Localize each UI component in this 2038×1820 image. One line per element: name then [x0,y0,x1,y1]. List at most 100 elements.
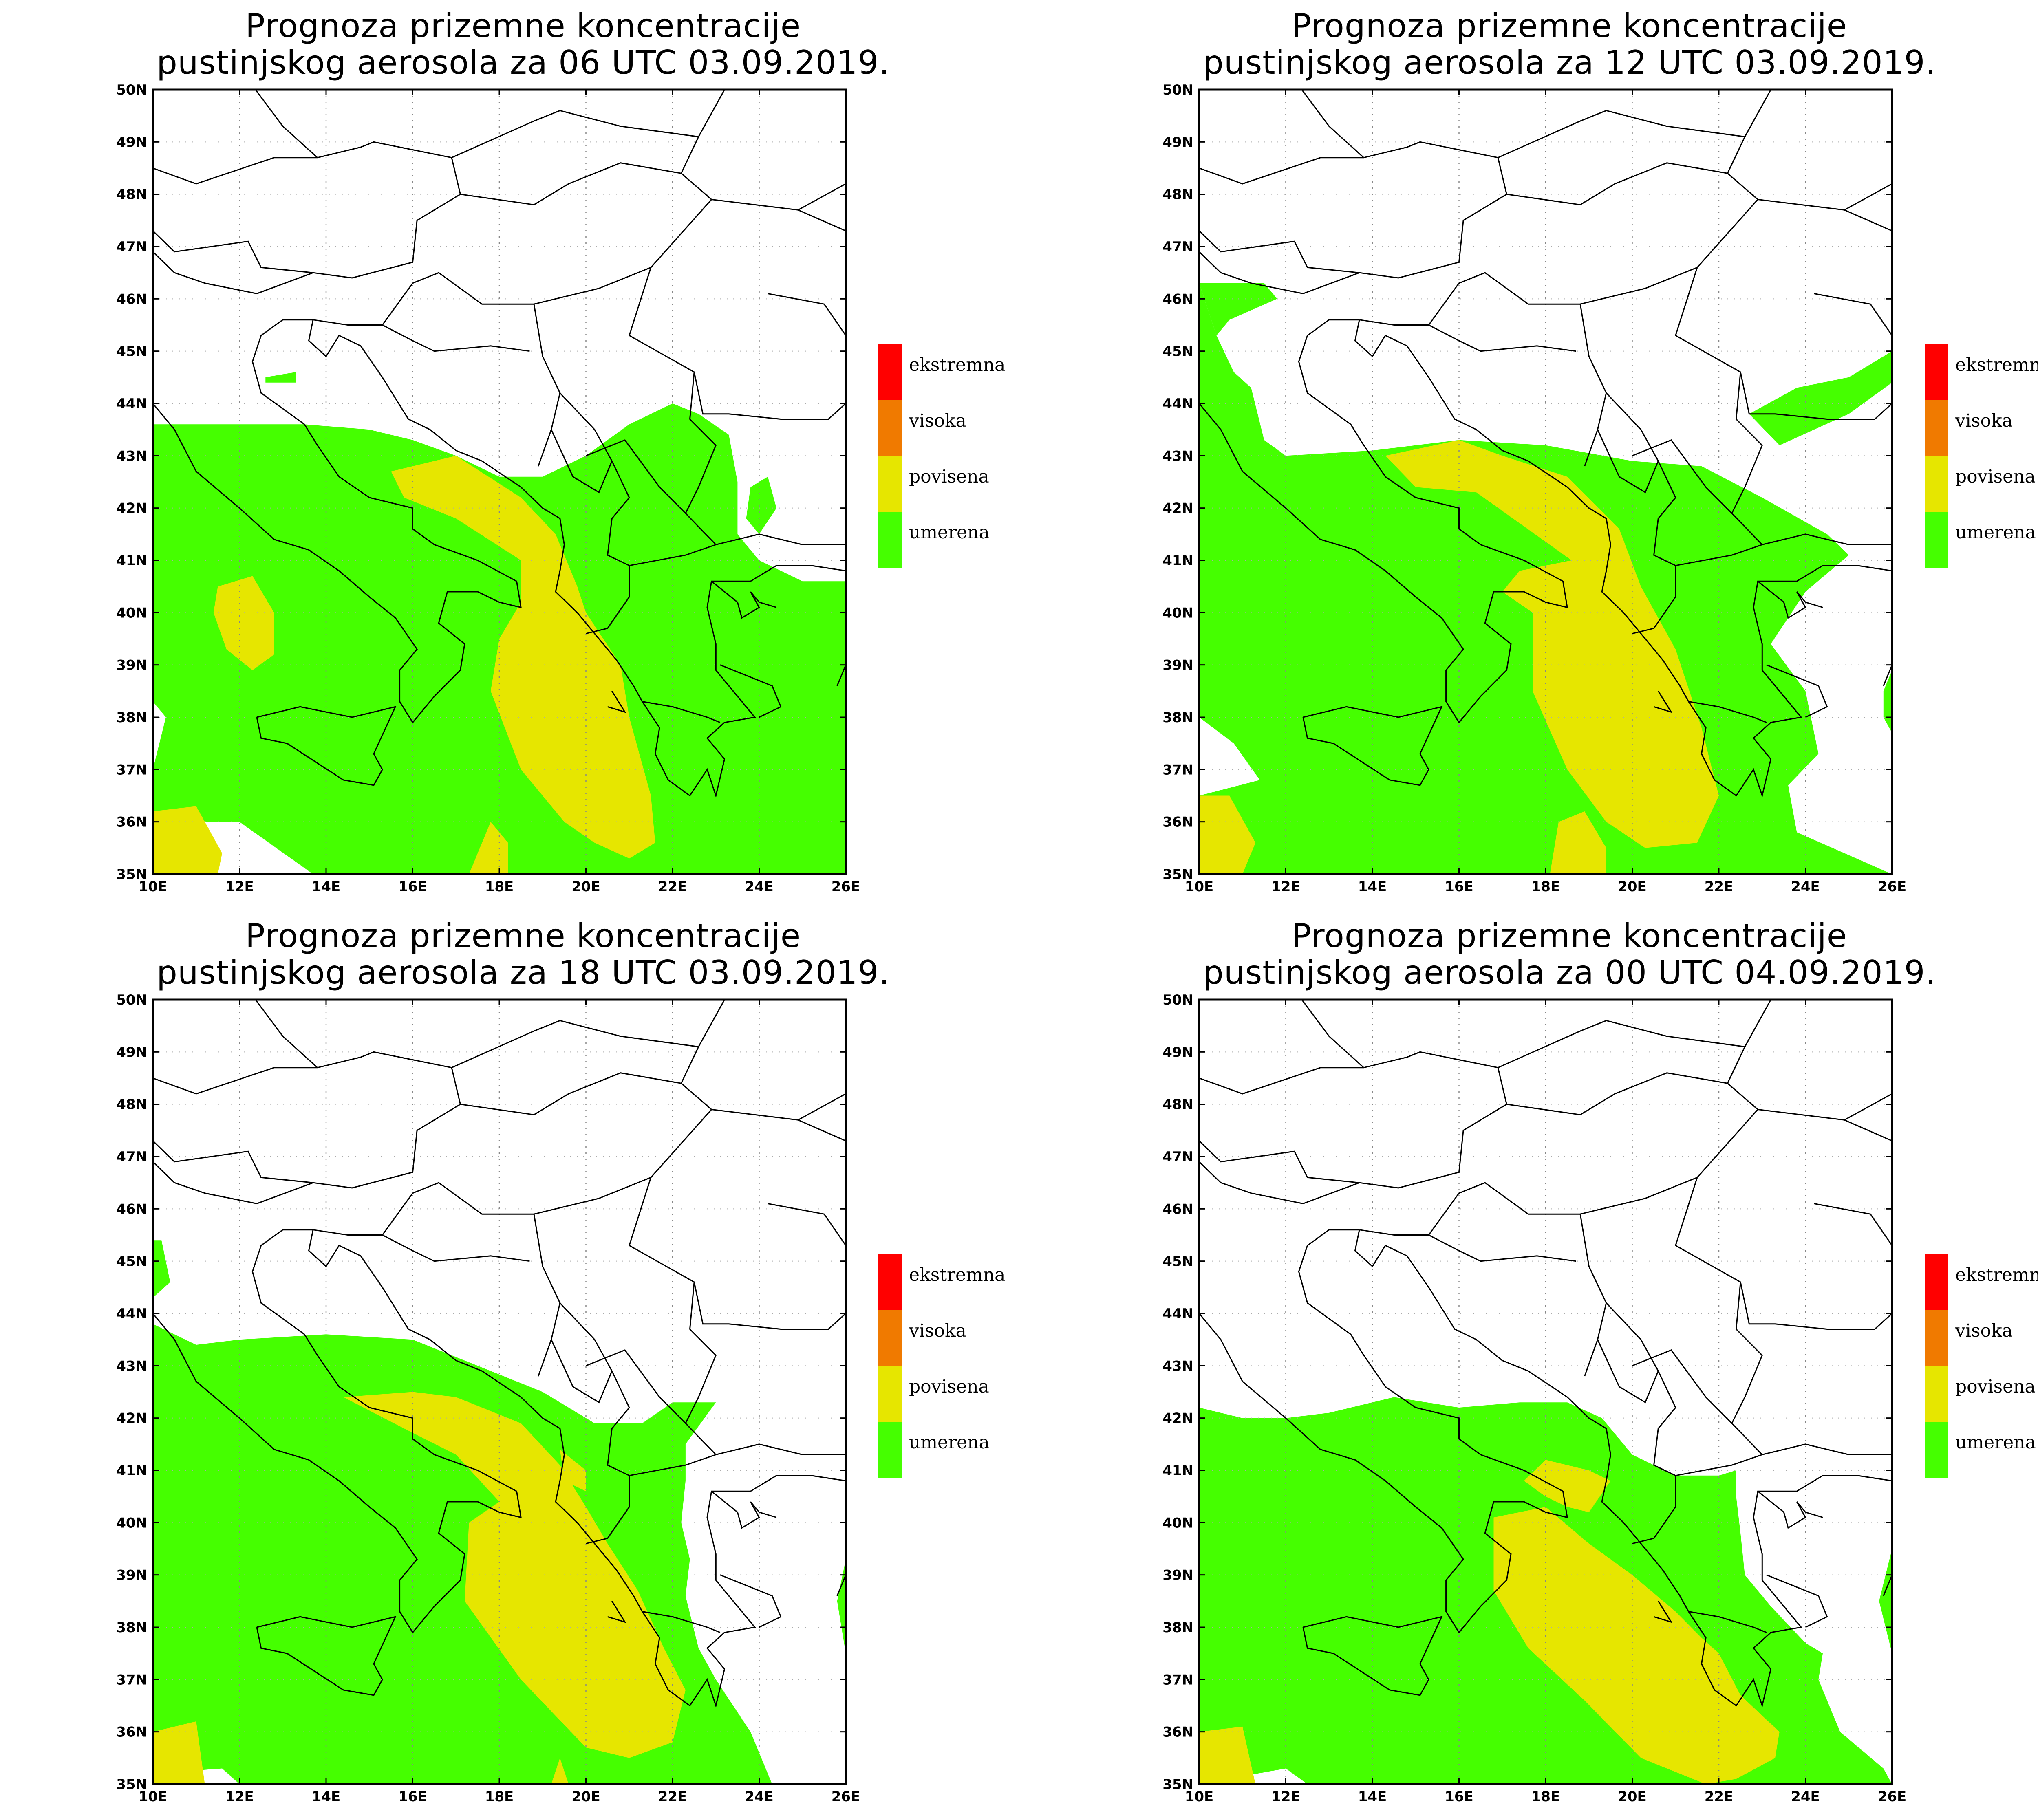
lat-tick-label: 47N [116,1149,147,1165]
legend-swatch [1925,456,1948,512]
lon-tick-label: 14E [312,879,341,895]
umerena-area [1749,351,1892,445]
lon-tick-label: 18E [1531,879,1560,895]
lon-tick-label: 18E [485,1789,514,1805]
forecast-panel-0: Prognoza prizemne koncentracije pustinjs… [0,0,1046,910]
concentration-layer [1199,1000,1892,1784]
lat-tick-label: 47N [116,239,147,255]
lat-tick-label: 40N [1162,605,1193,621]
lat-tick-label: 48N [1162,187,1193,203]
lon-tick-label: 26E [1878,879,1907,895]
lon-tick-label: 14E [312,1789,341,1805]
lat-tick-label: 41N [116,1463,147,1479]
lon-tick-label: 10E [1185,1789,1214,1805]
lat-tick-label: 44N [1162,1306,1193,1322]
lon-tick-label: 14E [1358,1789,1387,1805]
lat-tick-label: 36N [1162,814,1193,831]
forecast-panel-1: Prognoza prizemne koncentracije pustinjs… [1046,0,2038,910]
povisena-area [551,1758,569,1784]
panel-title-line1: Prognoza prizemne koncentracije [1291,917,1848,955]
lat-tick-label: 37N [1162,762,1193,778]
lat-tick-label: 49N [116,1044,147,1060]
lat-tick-label: 44N [116,1306,147,1322]
lat-tick-label: 39N [1162,657,1193,674]
lat-tick-label: 39N [116,1567,147,1584]
panel-title-line2: pustinjskog aerosola za 06 UTC 03.09.201… [157,44,890,82]
lat-tick-label: 39N [116,657,147,674]
umerena-area [1883,670,1892,733]
umerena-area [1879,1549,1892,1654]
umerena-area [1199,283,1277,336]
legend-label: visoka [909,1320,966,1341]
legend-swatch [1925,1422,1948,1478]
lat-tick-label: 44N [1162,396,1193,412]
povisena-area [1524,1460,1611,1512]
lat-tick-label: 45N [116,1254,147,1270]
lon-tick-label: 22E [1705,879,1734,895]
povisena-area [153,806,222,874]
umerena-area [837,1559,846,1654]
lat-tick-label: 40N [116,605,147,621]
umerena-area [265,372,296,383]
coastlines-borders [153,90,846,798]
lon-tick-label: 16E [398,879,427,895]
lat-tick-label: 38N [116,709,147,726]
lat-tick-label: 40N [116,1515,147,1531]
legend: ekstremna visoka povisena umerena [878,344,1005,568]
panel-title-line2: pustinjskog aerosola za 12 UTC 03.09.201… [1203,44,1936,82]
lat-tick-label: 49N [1162,134,1193,150]
lat-tick-label: 42N [1162,500,1193,517]
lat-tick-label: 46N [116,1201,147,1217]
lat-tick-label: 38N [1162,709,1193,726]
legend-label: umerena [909,522,990,543]
lon-tick-label: 20E [1618,879,1647,895]
legend-label: umerena [909,1432,990,1453]
lat-tick-label: 50N [1162,992,1193,1008]
lat-tick-label: 45N [1162,1254,1193,1270]
panel-title-line2: pustinjskog aerosola za 18 UTC 03.09.201… [157,954,890,992]
lon-tick-label: 10E [139,1789,168,1805]
lon-tick-label: 14E [1358,879,1387,895]
lon-tick-label: 12E [225,1789,254,1805]
lat-tick-label: 36N [1162,1724,1193,1741]
lat-tick-label: 47N [1162,239,1193,255]
povisena-area [391,456,655,859]
lat-tick-label: 46N [1162,1201,1193,1217]
forecast-panel-3: Prognoza prizemne koncentracije pustinjs… [1046,910,2038,1820]
grid [1199,1000,1892,1784]
lat-tick-label: 49N [1162,1044,1193,1060]
lat-tick-label: 43N [116,1358,147,1374]
povisena-area [1493,1507,1780,1784]
povisena-area [153,1721,205,1784]
legend-label: umerena [1955,1432,2036,1453]
povisena-area [213,576,274,670]
panel-title-line1: Prognoza prizemne koncentracije [245,7,801,45]
lat-tick-label: 35N [1162,866,1193,883]
legend-label: ekstremna [1955,355,2038,375]
povisena-area [1199,795,1256,874]
lon-tick-label: 26E [832,879,860,895]
lon-tick-label: 16E [1445,879,1473,895]
lon-tick-label: 24E [1791,879,1820,895]
panel-title-line1: Prognoza prizemne koncentracije [245,917,801,955]
legend: ekstremna visoka povisena umerena [1925,1254,2038,1478]
lat-tick-label: 46N [1162,291,1193,307]
lon-tick-label: 20E [571,879,600,895]
legend-swatch [878,456,902,512]
povisena-area [560,1449,586,1492]
coastlines-borders [1199,1000,1892,1708]
panel-title-line1: Prognoza prizemne koncentracije [1291,7,1848,45]
lat-tick-label: 42N [1162,1410,1193,1427]
lat-tick-label: 35N [116,1776,147,1793]
legend-label: povisena [1955,466,2036,487]
umerena-area [746,476,776,534]
coastlines-borders [1199,90,1892,798]
lon-tick-label: 26E [832,1789,860,1805]
povisena-area [343,1392,686,1758]
legend-label: ekstremna [909,355,1005,375]
lat-tick-label: 41N [116,553,147,569]
lat-tick-label: 40N [1162,1515,1193,1531]
povisena-area [1385,440,1719,848]
legend-label: umerena [1955,522,2036,543]
legend-swatch [878,1422,902,1478]
